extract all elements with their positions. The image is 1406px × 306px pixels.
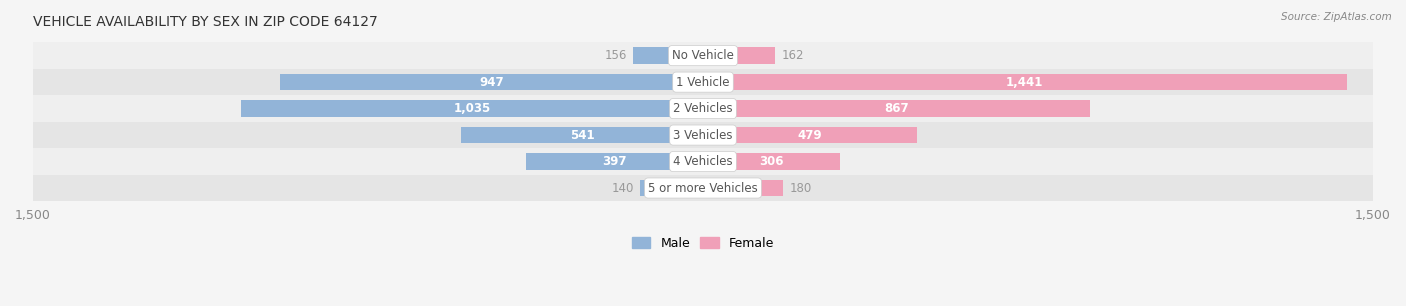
Text: 479: 479 <box>797 129 823 142</box>
Bar <box>32 95 1374 122</box>
Bar <box>703 153 839 170</box>
Text: 3 Vehicles: 3 Vehicles <box>673 129 733 142</box>
Text: 2 Vehicles: 2 Vehicles <box>673 102 733 115</box>
Bar <box>32 175 1374 201</box>
Bar <box>703 180 783 196</box>
Text: 1,441: 1,441 <box>1007 76 1043 89</box>
Text: 397: 397 <box>602 155 627 168</box>
Text: 306: 306 <box>759 155 783 168</box>
Text: 5 or more Vehicles: 5 or more Vehicles <box>648 181 758 195</box>
Text: No Vehicle: No Vehicle <box>672 49 734 62</box>
Text: 156: 156 <box>605 49 627 62</box>
Bar <box>32 148 1374 175</box>
Text: 541: 541 <box>569 129 595 142</box>
Bar <box>703 127 917 143</box>
Legend: Male, Female: Male, Female <box>627 232 779 255</box>
Text: 180: 180 <box>790 181 813 195</box>
Bar <box>240 100 703 117</box>
Bar <box>703 100 1090 117</box>
Text: 4 Vehicles: 4 Vehicles <box>673 155 733 168</box>
Bar <box>32 43 1374 69</box>
Bar <box>461 127 703 143</box>
Text: 162: 162 <box>782 49 804 62</box>
Bar <box>32 122 1374 148</box>
Bar <box>526 153 703 170</box>
Bar <box>280 74 703 90</box>
Text: 947: 947 <box>479 76 503 89</box>
Text: 1 Vehicle: 1 Vehicle <box>676 76 730 89</box>
Text: 867: 867 <box>884 102 908 115</box>
Text: 140: 140 <box>612 181 634 195</box>
Bar <box>703 74 1347 90</box>
Text: 1,035: 1,035 <box>453 102 491 115</box>
Bar <box>703 47 775 64</box>
Bar <box>641 180 703 196</box>
Bar <box>633 47 703 64</box>
Text: Source: ZipAtlas.com: Source: ZipAtlas.com <box>1281 12 1392 22</box>
Bar <box>32 69 1374 95</box>
Text: VEHICLE AVAILABILITY BY SEX IN ZIP CODE 64127: VEHICLE AVAILABILITY BY SEX IN ZIP CODE … <box>32 15 378 29</box>
